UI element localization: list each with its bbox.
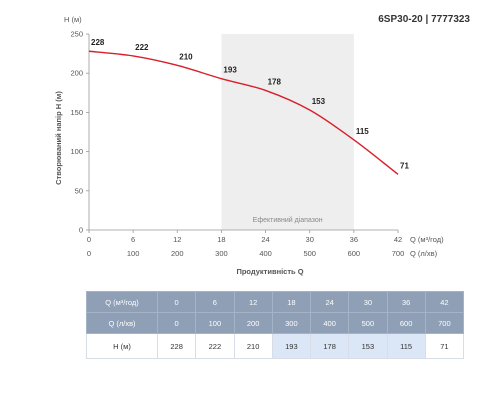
- y-tick-label: 150: [70, 108, 83, 117]
- data-label: 210: [179, 52, 193, 61]
- x-axis-label: Продуктивність Q: [236, 267, 303, 276]
- x-tick-label-m3h: 42: [394, 235, 402, 244]
- x-tick-label-m3h: 0: [87, 235, 91, 244]
- x-tick-label-lmin: 300: [215, 249, 228, 258]
- table-cell: 42: [424, 291, 465, 313]
- x-tick-label-m3h: 30: [306, 235, 314, 244]
- table-cell: 200: [233, 312, 273, 334]
- x-tick-label-lmin: 200: [171, 249, 184, 258]
- x-tick-label-lmin: 500: [303, 249, 316, 258]
- table-cell: 30: [348, 291, 388, 313]
- efficient-range-label: Ефективний діапазон: [253, 216, 323, 224]
- data-label: 193: [223, 66, 237, 75]
- table-cell: 210: [233, 333, 273, 359]
- table-cell: 400: [309, 312, 350, 334]
- y-tick-label: 0: [79, 226, 83, 235]
- x-tick-label-lmin: 700: [392, 249, 405, 258]
- data-label: 153: [312, 97, 326, 106]
- y-unit-label: H (м): [64, 15, 82, 24]
- row-header: H (м): [86, 333, 158, 359]
- y-tick-label: 50: [75, 186, 83, 195]
- chart-title: 6SP30-20 | 7777323: [378, 14, 470, 25]
- y-tick-label: 100: [70, 147, 83, 156]
- table-cell: 600: [386, 312, 426, 334]
- table-cell: 100: [195, 312, 235, 334]
- table-cell: 71: [424, 333, 465, 359]
- pump-curve-chart: 6SP30-20 | 7777323 H (м) Створюваний нап…: [54, 14, 470, 276]
- table-cell: 0: [156, 291, 197, 313]
- table-cell: 222: [195, 333, 235, 359]
- x-tick-label-lmin: 100: [127, 249, 140, 258]
- data-label: 228: [91, 38, 105, 47]
- table-cell: 153: [348, 333, 388, 359]
- table-cell: 700: [424, 312, 465, 334]
- table-cell: 300: [271, 312, 312, 334]
- table-cell: 500: [348, 312, 388, 334]
- x-unit-label-bottom: Q (л/хв): [410, 249, 438, 258]
- data-label: 71: [400, 161, 409, 170]
- x-unit-label-top: Q (м³/год): [410, 235, 444, 244]
- y-tick-label: 250: [70, 30, 83, 39]
- performance-table: Q (м³/год) 0 6 12 18 24 30 36 42 Q (л/хв) 0 100 200 3…: [86, 291, 465, 359]
- table-cell: 193: [271, 333, 312, 359]
- table-cell: 0: [156, 312, 197, 334]
- data-label: 115: [356, 127, 369, 136]
- row-q-m3h: Q (м³/год) 0 6 12 18 24 30 36 42: [86, 291, 465, 313]
- data-label: 178: [268, 77, 282, 86]
- table-cell: 178: [309, 333, 350, 359]
- y-tick-label: 200: [70, 69, 83, 78]
- row-header: Q (м³/год): [86, 291, 158, 313]
- y-axis-label: Створюваний напір H (м): [54, 91, 63, 185]
- x-tick-label-m3h: 24: [261, 235, 269, 244]
- x-tick-label-lmin: 0: [87, 249, 91, 258]
- x-tick-label-m3h: 6: [131, 235, 135, 244]
- head-curve-line: [88, 50, 399, 175]
- x-tick-label-m3h: 36: [350, 235, 358, 244]
- efficient-range-band: [221, 34, 354, 230]
- data-label: 222: [135, 43, 149, 52]
- x-tick-label-m3h: 18: [217, 235, 225, 244]
- table-cell: 12: [233, 291, 273, 313]
- table-cell: 115: [386, 333, 426, 359]
- row-h: H (м) 228 222 210 193 178 153 115 71: [86, 333, 465, 359]
- table-cell: 18: [271, 291, 312, 313]
- table-cell: 6: [195, 291, 235, 313]
- x-tick-label-m3h: 12: [173, 235, 181, 244]
- table-cell: 228: [156, 333, 197, 359]
- table-cell: 36: [386, 291, 426, 313]
- x-tick-label-lmin: 600: [348, 249, 361, 258]
- x-tick-label-lmin: 400: [259, 249, 272, 258]
- row-header: Q (л/хв): [86, 312, 158, 334]
- row-q-lmin: Q (л/хв) 0 100 200 300 400 500 600 700: [86, 312, 465, 334]
- table-cell: 24: [309, 291, 350, 313]
